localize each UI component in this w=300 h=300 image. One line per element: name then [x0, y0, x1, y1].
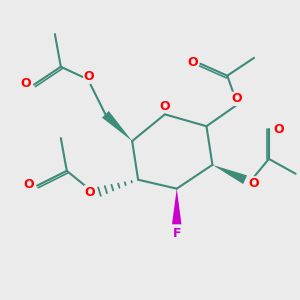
- Text: O: O: [84, 70, 94, 83]
- Text: O: O: [20, 76, 31, 90]
- Text: O: O: [160, 100, 170, 112]
- Text: O: O: [23, 178, 34, 191]
- Text: O: O: [232, 92, 242, 105]
- Polygon shape: [102, 111, 132, 141]
- Text: F: F: [172, 227, 181, 240]
- Text: O: O: [273, 123, 284, 136]
- Polygon shape: [172, 189, 182, 224]
- Text: O: O: [85, 186, 95, 199]
- Polygon shape: [212, 165, 247, 184]
- Text: O: O: [187, 56, 197, 69]
- Text: O: O: [249, 177, 259, 190]
